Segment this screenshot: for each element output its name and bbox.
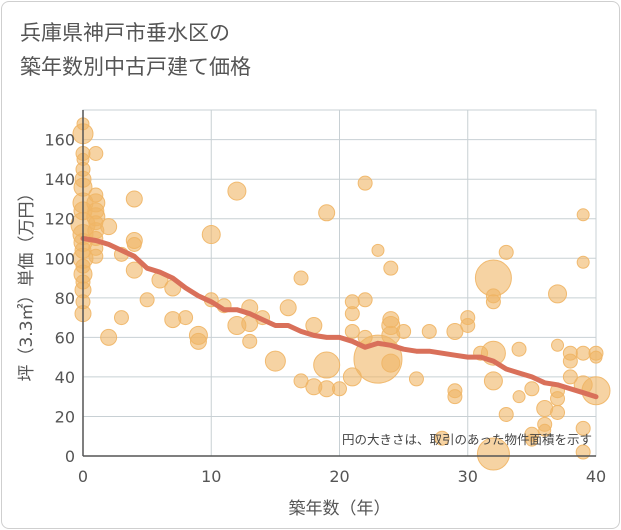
data-bubble xyxy=(139,292,155,308)
data-bubble xyxy=(113,310,129,326)
data-bubble xyxy=(344,306,360,322)
data-bubble xyxy=(242,333,258,349)
trend-layer xyxy=(80,236,599,400)
data-bubble xyxy=(371,243,385,257)
data-bubble xyxy=(332,381,347,397)
data-bubble xyxy=(524,381,540,397)
chart-title: 兵庫県神戸市垂水区の 築年数別中古戸建て価格 xyxy=(20,16,251,84)
data-bubble xyxy=(512,390,526,404)
data-bubble xyxy=(575,444,591,460)
data-bubble xyxy=(88,248,104,264)
bubble-size-note: 円の大きさは、取引のあった物件面積を示す xyxy=(342,432,592,447)
y-tick-label: 120 xyxy=(44,210,75,229)
y-tick-label: 100 xyxy=(44,249,75,268)
data-bubble xyxy=(434,430,450,446)
chart-title-line-1: 兵庫県神戸市垂水区の xyxy=(20,21,230,45)
bubble-layer xyxy=(70,117,611,471)
data-bubble xyxy=(383,260,399,276)
data-bubble xyxy=(342,367,362,387)
data-bubble xyxy=(550,405,566,421)
data-bubble xyxy=(498,406,514,422)
data-bubble xyxy=(483,371,503,391)
data-bubble xyxy=(125,261,143,279)
data-bubble xyxy=(525,433,539,447)
data-bubble xyxy=(264,350,286,372)
y-tick-label: 40 xyxy=(55,368,75,387)
data-bubble xyxy=(589,350,603,364)
data-bubble xyxy=(576,208,590,222)
data-bubble xyxy=(344,323,360,339)
data-bubble xyxy=(88,145,104,161)
data-bubble xyxy=(446,322,464,340)
data-bubble xyxy=(227,181,247,201)
data-bubble xyxy=(126,236,142,252)
data-bubble xyxy=(485,294,501,310)
x-tick-label: 20 xyxy=(329,467,349,486)
data-bubble xyxy=(562,353,578,369)
y-tick-label: 80 xyxy=(55,289,75,308)
data-bubble xyxy=(476,437,510,471)
data-bubble xyxy=(562,369,578,385)
data-bubble xyxy=(498,244,514,260)
data-bubble xyxy=(318,204,336,222)
data-bubble xyxy=(357,292,373,308)
trend-line xyxy=(80,236,599,400)
y-tick-label: 160 xyxy=(44,131,75,150)
y-axis-label: 坪（3.3㎡）単価（万円） xyxy=(17,184,37,381)
data-bubble xyxy=(88,187,104,203)
data-bubble xyxy=(550,391,566,407)
data-bubble xyxy=(421,323,437,339)
y-tick-label: 60 xyxy=(55,328,75,347)
data-bubble xyxy=(381,353,401,373)
data-bubble xyxy=(293,373,309,389)
x-tick-label: 0 xyxy=(78,467,88,486)
x-tick-label: 40 xyxy=(586,467,606,486)
y-tick-label: 0 xyxy=(65,447,75,466)
data-bubble xyxy=(100,328,118,346)
data-bubble xyxy=(201,225,221,245)
data-bubble xyxy=(357,329,373,345)
data-bubble xyxy=(189,332,207,350)
x-tick-label: 30 xyxy=(458,467,478,486)
data-bubble xyxy=(460,318,476,334)
axis-labels: 築年数（年） 坪（3.3㎡）単価（万円） 円の大きさは、取引のあった物件面積を示… xyxy=(17,184,592,519)
data-bubble xyxy=(511,341,527,357)
axes: 0 20 40 60 80 100 120 140 160 0 10 20 30 40 xyxy=(44,110,606,486)
data-bubble xyxy=(293,270,309,286)
data-bubble xyxy=(551,338,565,352)
chart-title-line-2: 築年数別中古戸建て価格 xyxy=(20,55,251,79)
data-bubble xyxy=(178,310,194,326)
data-bubble xyxy=(447,389,463,405)
data-bubble xyxy=(279,299,297,317)
data-bubble xyxy=(357,175,373,191)
data-bubble xyxy=(548,284,568,304)
data-bubble xyxy=(88,215,104,231)
data-bubble xyxy=(125,190,143,208)
data-bubble xyxy=(382,311,400,329)
data-bubble xyxy=(575,420,591,436)
data-bubble xyxy=(313,351,341,379)
data-bubble xyxy=(408,371,424,387)
data-bubble xyxy=(576,255,590,269)
y-tick-label: 20 xyxy=(55,407,75,426)
data-bubble xyxy=(396,323,412,339)
y-tick-label: 140 xyxy=(44,170,75,189)
x-axis-label: 築年数（年） xyxy=(289,499,391,519)
x-tick-label: 10 xyxy=(201,467,221,486)
data-bubble xyxy=(575,345,591,361)
data-bubble xyxy=(538,423,552,437)
